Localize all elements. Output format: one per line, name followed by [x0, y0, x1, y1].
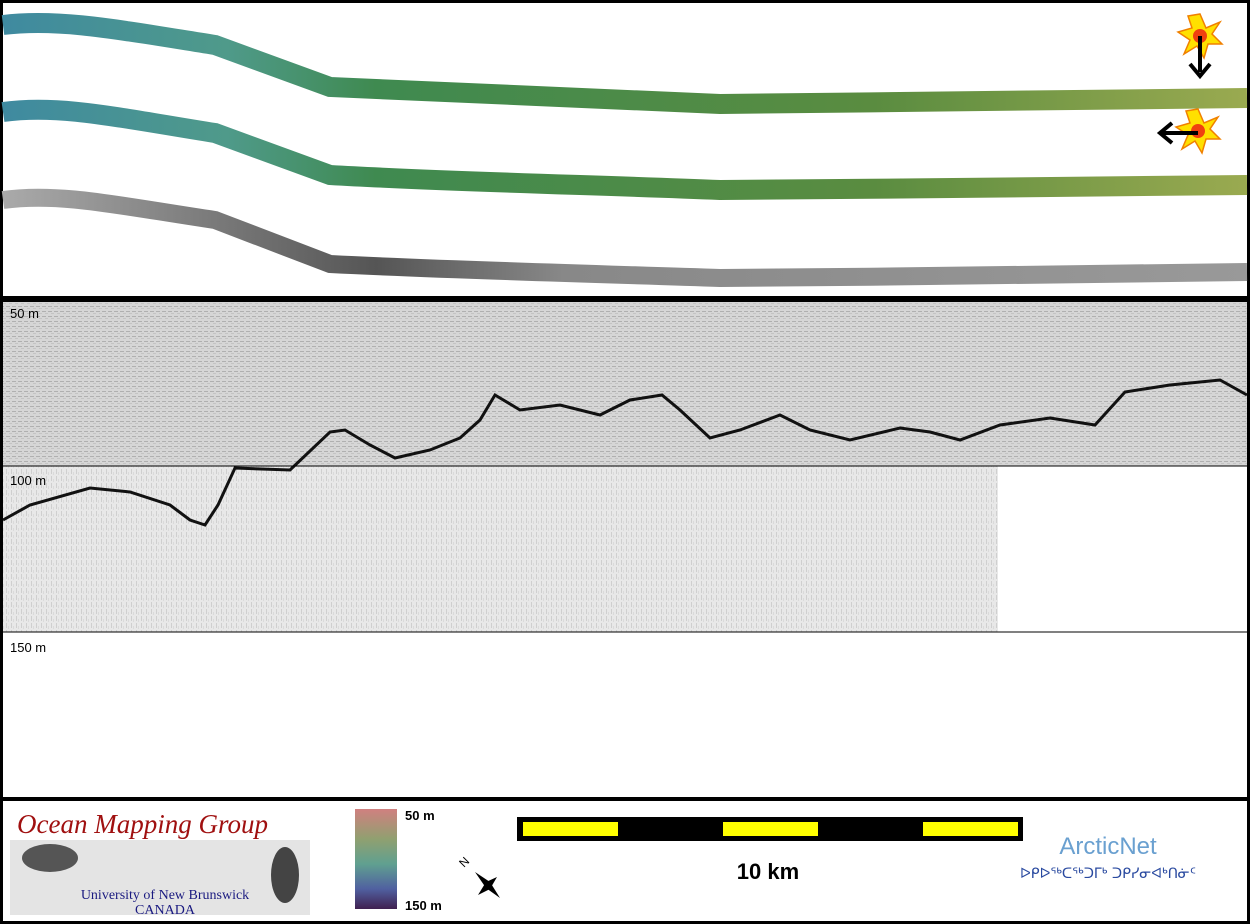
- swath-backscatter: [1, 188, 1248, 288]
- depth-label: 50 m: [10, 306, 39, 321]
- arcticnet-logo: ArcticNet: [1059, 833, 1157, 860]
- scale-label: 10 km: [737, 859, 799, 884]
- depth-label: 150 m: [10, 640, 46, 655]
- logo-title: Ocean Mapping Group: [17, 809, 268, 839]
- swath-color-top: [1, 12, 1248, 115]
- logo-whale: [271, 847, 299, 903]
- logo-country: CANADA: [135, 903, 196, 918]
- seafloor-profile: [2, 378, 1248, 527]
- scale-bar: [517, 817, 1023, 841]
- colorbar-top-label: 50 m: [405, 808, 435, 823]
- sun-icon-left: [1156, 108, 1221, 154]
- echogram-water: [3, 302, 1247, 466]
- echogram-subbottom: [3, 466, 998, 632]
- depth-label: 100 m: [10, 473, 46, 488]
- swath-color-middle: [1, 99, 1248, 201]
- sun-icon-down: [1177, 13, 1223, 80]
- depth-colorbar: [355, 809, 397, 909]
- logo-subtitle: University of New Brunswick: [81, 888, 249, 903]
- logo-ship: [22, 844, 78, 872]
- arcticnet-syllabics: ᐅᑭᐅᖅᑕᖅᑐᒥᒃ ᑐᑭᓯᓂᐊᒃᑎᓃᑦ: [1020, 866, 1196, 882]
- colorbar-bottom-label: 150 m: [405, 898, 442, 913]
